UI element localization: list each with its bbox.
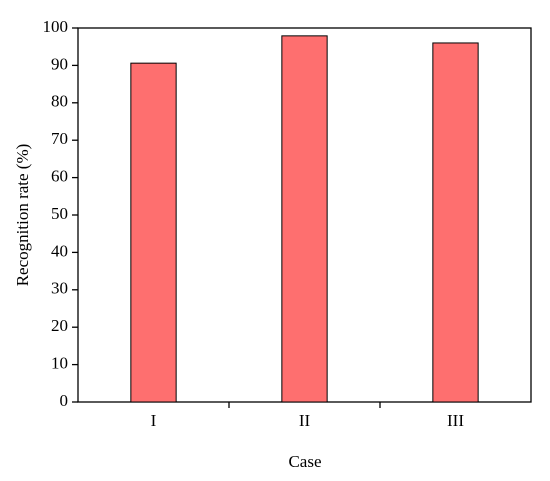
y-tick-label: 10: [51, 354, 68, 373]
y-tick-label: 0: [60, 391, 69, 410]
y-tick-label: 70: [51, 129, 68, 148]
x-tick-label: II: [299, 411, 311, 430]
y-tick-label: 20: [51, 316, 68, 335]
y-axis-label: Recognition rate (%): [13, 144, 32, 287]
bar: [432, 42, 479, 403]
y-tick-label: 40: [51, 241, 68, 260]
x-tick-label: III: [447, 411, 464, 430]
y-tick-label: 90: [51, 54, 68, 73]
x-tick-label: I: [151, 411, 157, 430]
bar: [130, 62, 177, 403]
y-tick-label: 80: [51, 92, 68, 111]
x-axis-label: Case: [288, 452, 321, 471]
y-tick-label: 30: [51, 279, 68, 298]
bar: [281, 35, 328, 403]
y-tick-label: 50: [51, 204, 68, 223]
y-tick-label: 60: [51, 167, 68, 186]
y-tick-label: 100: [43, 17, 69, 36]
